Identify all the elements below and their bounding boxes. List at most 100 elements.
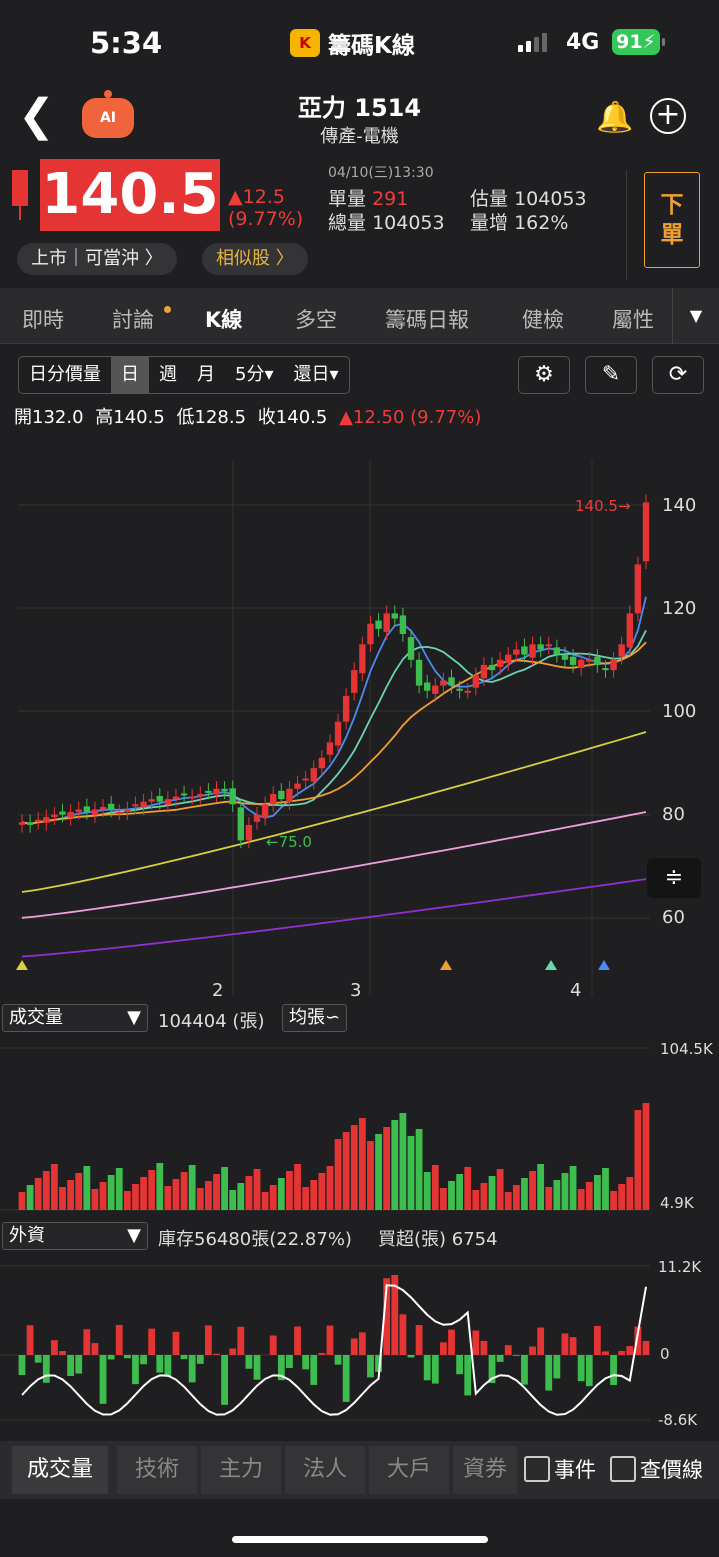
volume-indicator-select[interactable]: 成交量 ▼ xyxy=(2,1004,148,1032)
single-volume-value: 291 xyxy=(372,188,409,210)
foreign-bar xyxy=(350,1338,358,1355)
tab-attributes[interactable]: 屬性 xyxy=(612,308,654,332)
candle-body xyxy=(310,768,317,782)
candle-body xyxy=(43,817,50,823)
candle-body xyxy=(618,644,625,657)
similar-stocks-button[interactable]: 相似股 〉 xyxy=(202,243,308,275)
candle-body xyxy=(261,804,269,818)
tab-chip-daily[interactable]: 籌碼日報 xyxy=(385,308,469,332)
volume-bar xyxy=(253,1169,261,1210)
candle-body xyxy=(164,799,172,805)
candle-body xyxy=(488,664,496,671)
volume-bar xyxy=(456,1174,464,1210)
ma20-line xyxy=(21,641,647,825)
event-marker-icon[interactable] xyxy=(16,960,28,970)
volume-bar xyxy=(553,1180,561,1210)
institution-select[interactable]: 外資 ▼ xyxy=(2,1222,148,1250)
volume-bar xyxy=(91,1189,99,1210)
change-percent: (9.77%) xyxy=(228,208,304,230)
indicator-tabs: 成交量 技術 主力 法人 大戶 資券 事件 查價線 xyxy=(0,1441,719,1499)
event-checkbox[interactable]: 事件 xyxy=(524,1454,596,1484)
period-week[interactable]: 週 xyxy=(159,364,177,385)
ma10-line xyxy=(21,629,647,825)
rotate-icon[interactable]: ⟳ xyxy=(652,356,704,394)
volume-bar xyxy=(464,1167,472,1210)
foreign-bar xyxy=(512,1355,520,1356)
foreign-max-label: 11.2K xyxy=(658,1258,702,1276)
y-tick-60: 60 xyxy=(662,907,685,928)
candle-body xyxy=(270,793,277,805)
tab-bull-bear[interactable]: 多空 xyxy=(295,308,337,332)
event-marker-icon[interactable] xyxy=(598,960,610,970)
ma60-line xyxy=(21,731,647,893)
btab-institution[interactable]: 法人 xyxy=(285,1446,365,1494)
candle-body xyxy=(521,646,528,655)
institution-label: 外資 xyxy=(9,1225,45,1246)
ai-robot-icon[interactable]: AI xyxy=(82,90,134,138)
back-icon[interactable]: ❮ xyxy=(18,90,55,141)
foreign-bar xyxy=(610,1355,617,1385)
price-line-checkbox[interactable]: 查價線 xyxy=(610,1454,703,1484)
tab-more-icon[interactable]: ▼ xyxy=(672,288,719,344)
foreign-bar xyxy=(537,1327,545,1355)
scale-toggle-icon[interactable]: ≑ xyxy=(647,858,701,898)
network-label: 4G xyxy=(566,30,600,55)
candle-body xyxy=(594,656,601,665)
candle-body xyxy=(375,620,382,629)
add-icon[interactable]: + xyxy=(650,98,686,134)
btab-volume[interactable]: 成交量 xyxy=(12,1446,108,1494)
foreign-bar xyxy=(286,1355,293,1369)
price-line-checkbox-label: 查價線 xyxy=(640,1458,703,1482)
period-day[interactable]: 日 xyxy=(111,357,149,393)
foreign-bar xyxy=(318,1352,326,1355)
market-tag[interactable]: 上市｜可當沖 〉 xyxy=(17,243,177,275)
tab-realtime[interactable]: 即時 xyxy=(22,308,64,332)
foreign-bar xyxy=(334,1355,342,1365)
stock-sector: 傳產-電機 xyxy=(320,126,399,147)
candle-body xyxy=(172,796,180,800)
average-select[interactable]: 均張∽ xyxy=(282,1004,348,1032)
period-intraday[interactable]: 日分價量 xyxy=(29,364,101,385)
quote-panel: 140.5 ▲12.5 (9.77%) 04/10(三)13:30 單量 291… xyxy=(0,156,719,286)
candle-body xyxy=(213,788,220,795)
foreign-bar xyxy=(34,1355,42,1363)
tab-health[interactable]: 健檢 xyxy=(522,308,564,332)
event-marker-icon[interactable] xyxy=(545,960,557,970)
tab-kline[interactable]: K線 xyxy=(205,308,243,332)
candle-body xyxy=(440,680,447,686)
candle-body xyxy=(529,644,536,658)
bell-icon[interactable]: 🔔 xyxy=(596,100,634,135)
settings-icon[interactable]: ⚙ xyxy=(518,356,570,394)
candle-body xyxy=(537,644,544,650)
kline-chart[interactable]: 140.5→ ←75.0 xyxy=(0,440,719,1000)
candle-body xyxy=(634,564,642,614)
tab-discussion[interactable]: 討論 xyxy=(112,308,154,332)
draw-icon[interactable]: ✎ xyxy=(585,356,637,394)
order-button[interactable]: 下 單 xyxy=(644,172,700,268)
candle-body xyxy=(107,803,115,810)
foreign-bar xyxy=(569,1337,577,1355)
status-bar: 5:34 K 籌碼K線 4G 91 ⚡ xyxy=(0,0,719,84)
total-volume-value: 104053 xyxy=(372,212,445,234)
btab-major[interactable]: 主力 xyxy=(201,1446,281,1494)
event-marker-icon[interactable] xyxy=(440,960,452,970)
period-restore[interactable]: 還日▾ xyxy=(293,364,339,385)
foreign-bar xyxy=(269,1335,277,1355)
period-month[interactable]: 月 xyxy=(197,364,215,385)
btab-technical[interactable]: 技術 xyxy=(117,1446,197,1494)
foreign-bar xyxy=(545,1355,553,1391)
period-5min[interactable]: 5分▾ xyxy=(235,364,274,385)
volume-bar xyxy=(277,1178,285,1210)
volume-bar xyxy=(172,1179,180,1210)
btab-big-holders[interactable]: 大戶 xyxy=(369,1446,449,1494)
candle-body xyxy=(577,659,585,669)
volume-bar xyxy=(569,1166,577,1210)
btab-margin[interactable]: 資券 xyxy=(453,1446,517,1494)
foreign-bar xyxy=(99,1355,107,1404)
volume-bar xyxy=(115,1168,123,1210)
foreign-net: 買超(張) 6754 xyxy=(378,1229,498,1250)
foreign-bar xyxy=(221,1355,228,1405)
foreign-bar xyxy=(358,1332,366,1355)
foreign-bar xyxy=(213,1353,220,1355)
stock-title: 亞力 1514 xyxy=(297,94,422,122)
